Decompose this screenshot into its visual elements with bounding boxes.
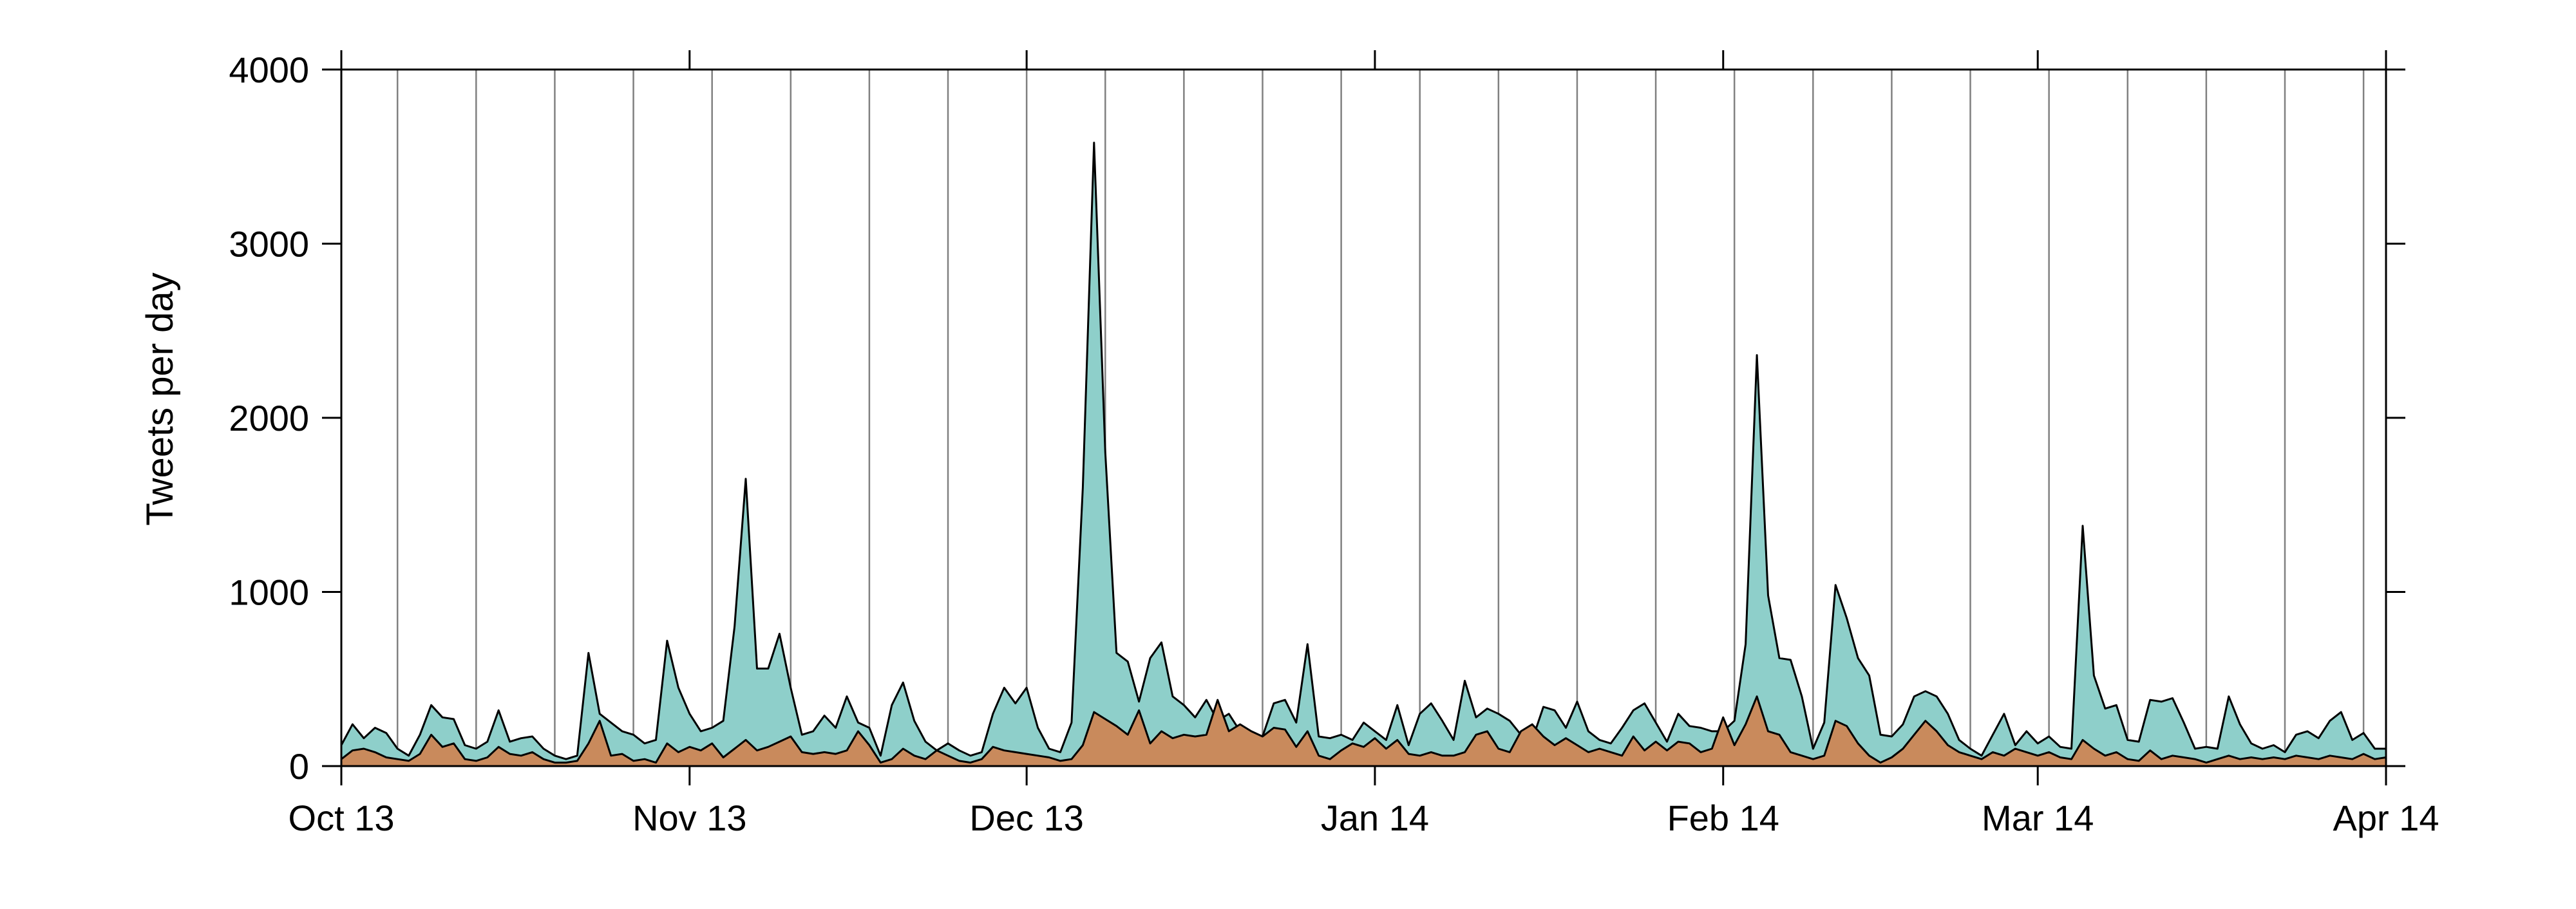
axis-ticks — [322, 50, 2405, 785]
series-line-total — [340, 142, 2386, 760]
series-line-subset — [341, 695, 2387, 764]
y-tick-label: 0 — [289, 746, 309, 787]
x-tick-label: Nov 13 — [632, 798, 746, 838]
x-tick-label: Mar 14 — [1982, 798, 2094, 838]
y-tick-label: 4000 — [229, 50, 309, 90]
vertical-gridlines — [396, 70, 2365, 766]
series-area-subset — [341, 696, 2386, 766]
x-tick-label: Apr 14 — [2333, 798, 2439, 838]
y-tick-label: 2000 — [229, 398, 309, 438]
y-tick-label: 1000 — [229, 572, 309, 613]
x-tick-labels: Oct 13 Nov 13 Dec 13 Jan 14 Feb 14 Mar 14 Apr … — [289, 798, 2439, 838]
y-axis-label: Tweets per day — [139, 272, 181, 525]
y-tick-label: 3000 — [229, 224, 309, 265]
x-tick-label: Oct 13 — [289, 798, 395, 838]
series-area-total — [341, 142, 2386, 767]
y-tick-labels: 0 1000 2000 3000 4000 — [229, 50, 309, 787]
x-tick-label: Dec 13 — [969, 798, 1083, 838]
x-tick-label: Feb 14 — [1667, 798, 1779, 838]
x-tick-label: Jan 14 — [1321, 798, 1429, 838]
series-areas — [340, 142, 2387, 767]
